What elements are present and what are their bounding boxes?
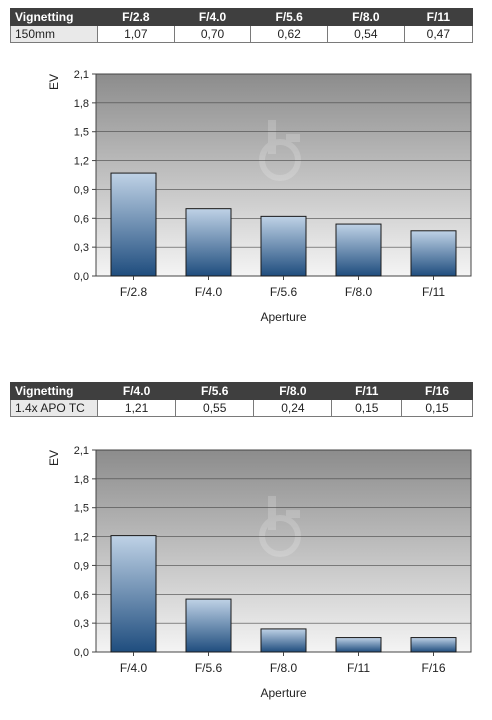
plot-area xyxy=(95,449,472,653)
table-header-cell: F/11 xyxy=(403,8,474,26)
y-axis-label: EV xyxy=(47,450,61,466)
table-header-cell: F/4.0 xyxy=(173,8,252,26)
x-tick-label: F/2.8 xyxy=(120,285,148,299)
x-axis-label: Aperture xyxy=(260,686,306,700)
x-tick-label: F/11 xyxy=(422,285,445,299)
x-tick-label: F/5.6 xyxy=(195,661,223,675)
y-tick-label: 0,9 xyxy=(74,184,89,196)
x-tick-label: F/8.0 xyxy=(345,285,373,299)
y-tick-label: 1,5 xyxy=(74,127,89,139)
y-tick-label: 0,3 xyxy=(74,618,89,630)
y-tick-label: 1,2 xyxy=(74,532,89,544)
vignetting-chart-2: 0,0 0,3 0,6 0,9 1,2 1,5 1,8 2,1 F/4.0 F/5.6 F/8.0 F… xyxy=(47,445,472,700)
y-tick-label: 0,0 xyxy=(74,647,89,659)
table-header-cell: F/5.6 xyxy=(175,382,255,400)
table-row: 150mm 1,07 0,70 0,62 0,54 0,47 xyxy=(10,25,474,43)
y-tick-label: 2,1 xyxy=(74,69,89,81)
table-cell: 1,07 xyxy=(97,25,175,43)
x-tick-label: F/4.0 xyxy=(195,285,223,299)
bar xyxy=(110,535,157,653)
table-header-cell: Vignetting xyxy=(10,8,98,26)
x-tick-label: F/16 xyxy=(421,661,445,675)
table-header-cell: F/8.0 xyxy=(253,382,333,400)
bar xyxy=(260,215,307,277)
vignetting-chart-1: 0,0 0,3 0,6 0,9 1,2 1,5 1,8 2,1 F/2.8 F/4.0 F/5.6 F… xyxy=(47,69,472,324)
table-header-cell: F/4.0 xyxy=(96,382,177,400)
table-header-row: Vignetting F/4.0 F/5.6 F/8.0 F/11 F/16 xyxy=(10,382,473,400)
x-tick-label: F/8.0 xyxy=(270,661,298,675)
bar xyxy=(335,223,382,277)
y-axis-label: EV xyxy=(47,74,61,90)
table-cell: 1.4x APO TC xyxy=(10,399,98,417)
vignetting-table-1: Vignetting F/2.8 F/4.0 F/5.6 F/8.0 F/11 … xyxy=(10,8,474,43)
table-cell: 0,54 xyxy=(327,25,405,43)
table-cell: 0,55 xyxy=(175,399,255,417)
bar xyxy=(335,637,382,653)
y-tick-label: 1,8 xyxy=(74,474,89,486)
table-cell: 0,24 xyxy=(253,399,333,417)
table-header-cell: F/11 xyxy=(331,382,403,400)
table-header-cell: F/5.6 xyxy=(250,8,329,26)
table-row: 1.4x APO TC 1,21 0,55 0,24 0,15 0,15 xyxy=(10,399,473,417)
table-header-cell: F/8.0 xyxy=(327,8,405,26)
table-cell: 150mm xyxy=(10,25,98,43)
bar xyxy=(260,628,307,653)
y-tick-label: 0,9 xyxy=(74,560,89,572)
bar xyxy=(410,230,457,277)
table-cell: 0,62 xyxy=(250,25,329,43)
y-tick-label: 0,6 xyxy=(74,213,89,225)
table-cell: 0,70 xyxy=(173,25,252,43)
table-cell: 0,15 xyxy=(331,399,403,417)
y-tick-label: 2,1 xyxy=(74,445,89,457)
x-axis-label: Aperture xyxy=(260,310,306,324)
table-cell: 1,21 xyxy=(96,399,177,417)
table-header-cell: Vignetting xyxy=(10,382,98,400)
y-tick-label: 1,2 xyxy=(74,156,89,168)
y-tick-label: 1,5 xyxy=(74,503,89,515)
table-header-cell: F/16 xyxy=(401,382,473,400)
photozone-watermark-icon xyxy=(259,120,301,181)
bar xyxy=(185,598,232,653)
x-tick-label: F/4.0 xyxy=(120,661,148,675)
table-cell: 0,15 xyxy=(401,399,473,417)
x-tick-label: F/5.6 xyxy=(270,285,298,299)
table-cell: 0,47 xyxy=(403,25,474,43)
bar xyxy=(110,172,157,277)
x-tick-label: F/11 xyxy=(347,661,370,675)
table-header-row: Vignetting F/2.8 F/4.0 F/5.6 F/8.0 F/11 xyxy=(10,8,474,26)
y-tick-label: 0,3 xyxy=(74,242,89,254)
bar xyxy=(410,637,457,653)
y-tick-label: 1,8 xyxy=(74,98,89,110)
table-header-cell: F/2.8 xyxy=(97,8,175,26)
y-tick-label: 0,0 xyxy=(74,271,89,283)
vignetting-table-2: Vignetting F/4.0 F/5.6 F/8.0 F/11 F/16 1… xyxy=(10,382,473,417)
bar xyxy=(185,208,232,277)
photozone-watermark-icon xyxy=(259,496,301,557)
y-tick-label: 0,6 xyxy=(74,589,89,601)
